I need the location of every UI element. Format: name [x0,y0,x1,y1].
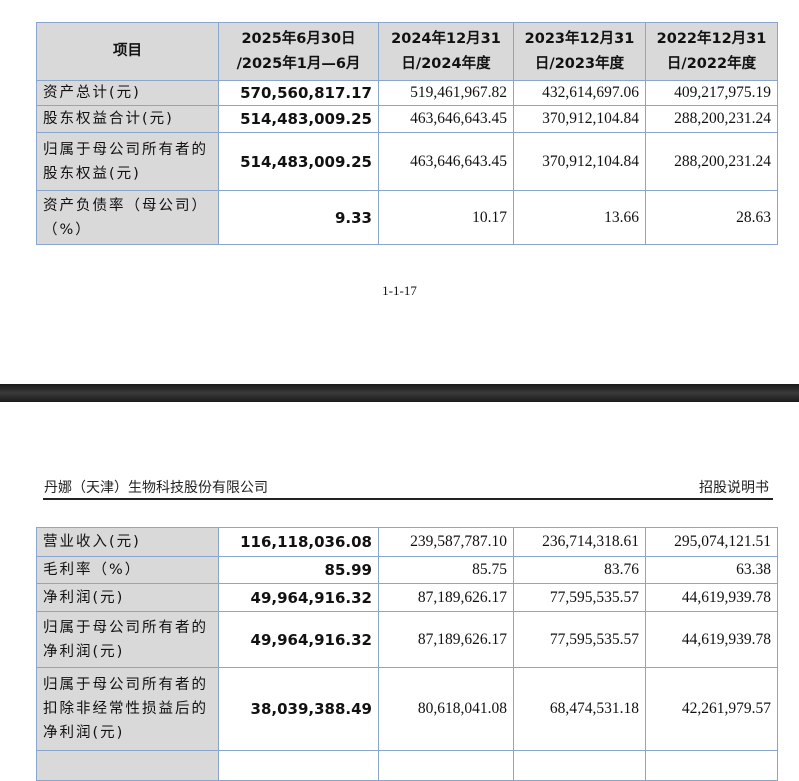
header-row: 项目 2025年6月30日 /2025年1月—6月 2024年12月31 日/2… [36,22,778,81]
cell: 85.99 [218,556,379,584]
cell: 80,618,041.08 [378,667,514,751]
cell: 570,560,817.17 [218,80,379,106]
row-label: 归属于母公司所有者的净利润(元) [36,611,219,668]
cell: 83.76 [513,556,646,584]
col-header-2024: 2024年12月31 日/2024年度 [378,22,514,81]
table-row: 资产负债率（母公司）（%） 9.33 10.17 13.66 28.63 [36,190,778,245]
table-row: 归属于母公司所有者的扣除非经常性损益后的净利润(元) 38,039,388.49… [36,667,778,751]
cell [378,750,514,781]
cell: 432,614,697.06 [513,80,646,106]
page-number: 1-1-17 [382,283,417,298]
cell: 77,595,535.57 [513,583,646,612]
cell [645,750,778,781]
cell: 49,964,916.32 [218,583,379,612]
table-row: 归属于母公司所有者的净利润(元) 49,964,916.32 87,189,62… [36,611,778,668]
row-label: 毛利率（%） [36,556,219,584]
cell: 68,474,531.18 [513,667,646,751]
cell: 42,261,979.57 [645,667,778,751]
cell: 370,912,104.84 [513,105,646,133]
cell: 514,483,009.25 [218,105,379,133]
page-separator [0,384,799,402]
col-header-2023: 2023年12月31 日/2023年度 [513,22,646,81]
cell: 409,217,975.19 [645,80,778,106]
cell: 63.38 [645,556,778,584]
table-row: 营业收入(元) 116,118,036.08 239,587,787.10 23… [36,527,778,557]
cell: 370,912,104.84 [513,132,646,191]
cell: 288,200,231.24 [645,105,778,133]
row-label: 股东权益合计(元) [36,105,219,133]
cell [218,750,379,781]
cell [513,750,646,781]
cell: 10.17 [378,190,514,245]
cell: 85.75 [378,556,514,584]
col-header-2025: 2025年6月30日 /2025年1月—6月 [218,22,379,81]
financial-table-top: 项目 2025年6月30日 /2025年1月—6月 2024年12月31 日/2… [36,22,778,245]
cell: 295,074,121.51 [645,527,778,557]
cell: 38,039,388.49 [218,667,379,751]
col-header-item: 项目 [36,22,219,81]
cell: 463,646,643.45 [378,132,514,191]
document-type-header: 招股说明书 [699,480,769,496]
cell: 514,483,009.25 [218,132,379,191]
row-label: 营业收入(元) [36,527,219,557]
cell: 13.66 [513,190,646,245]
table-row: 股东权益合计(元) 514,483,009.25 463,646,643.45 … [36,105,778,133]
cell: 239,587,787.10 [378,527,514,557]
cell: 87,189,626.17 [378,611,514,668]
cell: 77,595,535.57 [513,611,646,668]
cell: 28.63 [645,190,778,245]
header-rule [43,498,773,500]
table-row-partial [36,750,778,781]
cell: 44,619,939.78 [645,583,778,612]
cell: 288,200,231.24 [645,132,778,191]
row-label: 归属于母公司所有者的扣除非经常性损益后的净利润(元) [36,667,219,751]
col-header-2022: 2022年12月31 日/2022年度 [645,22,778,81]
cell: 463,646,643.45 [378,105,514,133]
table-row: 资产总计(元) 570,560,817.17 519,461,967.82 43… [36,80,778,106]
cell: 519,461,967.82 [378,80,514,106]
table-row: 净利润(元) 49,964,916.32 87,189,626.17 77,59… [36,583,778,612]
table-row: 归属于母公司所有者的股东权益(元) 514,483,009.25 463,646… [36,132,778,191]
cell: 236,714,318.61 [513,527,646,557]
cell: 44,619,939.78 [645,611,778,668]
row-label: 归属于母公司所有者的股东权益(元) [36,132,219,191]
table-row: 毛利率（%） 85.99 85.75 83.76 63.38 [36,556,778,584]
cell: 49,964,916.32 [218,611,379,668]
row-label: 资产负债率（母公司）（%） [36,190,219,245]
row-label [36,750,219,781]
cell: 87,189,626.17 [378,583,514,612]
row-label: 资产总计(元) [36,80,219,106]
company-name-header: 丹娜（天津）生物科技股份有限公司 [44,480,268,496]
financial-table-bottom: 营业收入(元) 116,118,036.08 239,587,787.10 23… [36,527,778,781]
cell: 9.33 [218,190,379,245]
cell: 116,118,036.08 [218,527,379,557]
row-label: 净利润(元) [36,583,219,612]
